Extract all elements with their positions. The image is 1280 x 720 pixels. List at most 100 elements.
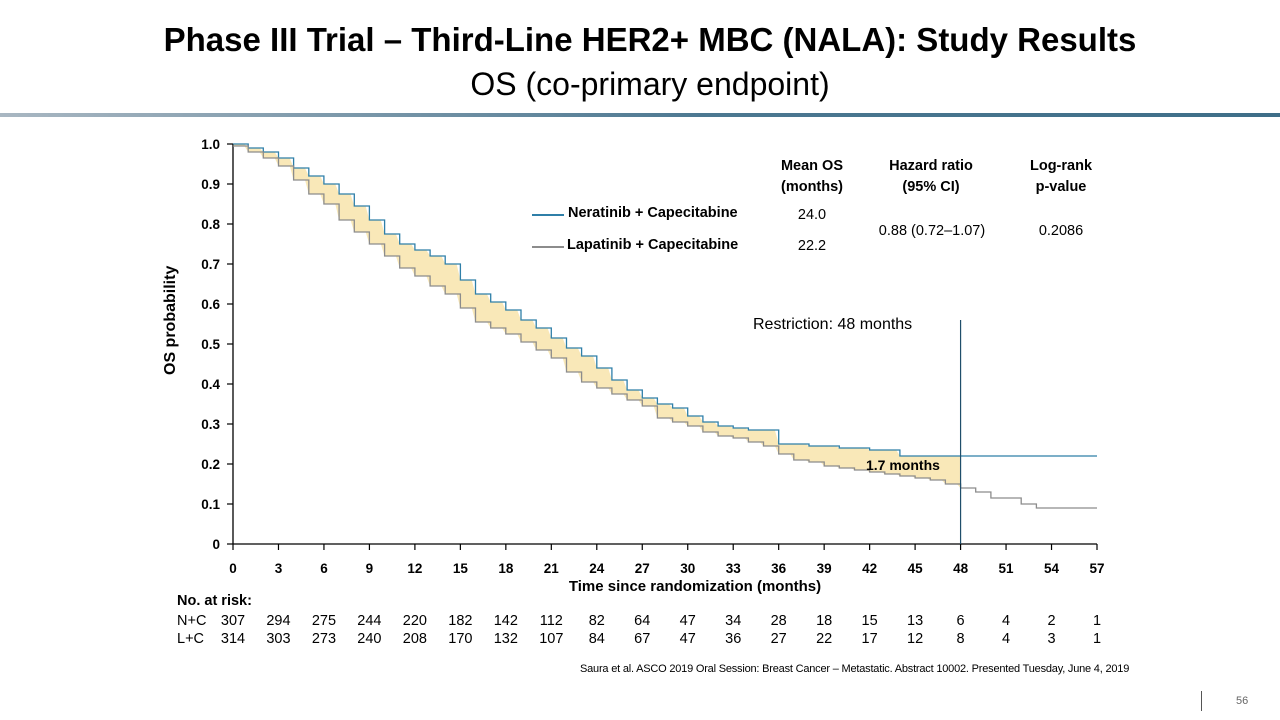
y-axis-label: OS probability [162, 265, 179, 375]
at-risk-cell: 64 [634, 613, 651, 629]
log-rank-p-value: 0.2086 [1038, 223, 1084, 239]
at-risk-cell: 47 [679, 613, 696, 629]
page-number: 56 [1236, 695, 1249, 707]
series-line-neratinib [233, 143, 1097, 457]
y-tick-label: 0.3 [201, 417, 220, 432]
at-risk-cell: 18 [816, 613, 833, 629]
y-tick-label: 0.6 [201, 297, 220, 312]
at-risk-cell: 84 [588, 631, 605, 647]
at-risk-cell: 314 [220, 631, 246, 647]
x-tick-label: 9 [366, 561, 374, 576]
at-risk-cell: 15 [861, 613, 878, 629]
x-tick-label: 18 [498, 561, 514, 576]
x-tick-label: 15 [453, 561, 469, 576]
title-divider [0, 113, 1280, 117]
hazard-ratio-value: 0.88 (0.72–1.07) [878, 223, 986, 239]
x-tick-label: 48 [953, 561, 969, 576]
footer-divider [1201, 691, 1202, 711]
header-log-rank: Log-rank p-value [1011, 156, 1111, 198]
x-tick-label: 27 [635, 561, 650, 576]
at-risk-cell: 112 [539, 613, 563, 629]
x-tick-label: 42 [862, 561, 877, 576]
header-mean-os-line1: Mean OS [780, 158, 844, 174]
at-risk-cell: 244 [357, 613, 382, 629]
x-tick-label: 3 [275, 561, 283, 576]
x-tick-label: 6 [320, 561, 328, 576]
at-risk-cell: 34 [725, 613, 742, 629]
at-risk-cell: 182 [448, 613, 473, 629]
at-risk-cell: 208 [402, 631, 427, 647]
citation: Saura et al. ASCO 2019 Oral Session: Bre… [580, 663, 1130, 675]
difference-label: 1.7 months [866, 457, 940, 473]
at-risk-cell: 4 [1002, 631, 1011, 647]
header-mean-os-line2: (months) [780, 179, 843, 195]
at-risk-cell: 240 [357, 631, 382, 647]
header-hazard-ratio-line2: (95% CI) [902, 179, 960, 195]
at-risk-cell: 142 [493, 613, 518, 629]
y-tick-label: 0.8 [201, 217, 220, 232]
at-risk-cell: 220 [402, 613, 427, 629]
at-risk-cell: 273 [311, 631, 337, 647]
mean-os-lapatinib: 22.2 [797, 238, 827, 254]
header-log-rank-line2: p-value [1035, 179, 1087, 195]
x-tick-label: 33 [726, 561, 742, 576]
restriction-label: Restriction: 48 months [753, 316, 913, 333]
at-risk-cell: 17 [861, 631, 878, 647]
y-tick-label: 0.9 [201, 177, 220, 192]
y-tick-label: 0.5 [201, 337, 220, 352]
at-risk-cell: 1 [1092, 613, 1102, 629]
at-risk-row-label: L+C [177, 631, 205, 647]
series-line-lapatinib [233, 145, 1097, 509]
x-tick-label: 39 [817, 561, 832, 576]
x-tick-label: 24 [589, 561, 605, 576]
x-tick-label: 21 [544, 561, 560, 576]
y-tick-label: 0.1 [201, 497, 220, 512]
at-risk-cell: 12 [907, 631, 924, 647]
at-risk-cell: 36 [725, 631, 742, 647]
legend-line-lapatinib [532, 246, 564, 248]
y-tick-label: 1.0 [201, 137, 220, 152]
at-risk-cell: 294 [266, 613, 291, 629]
x-tick-label: 0 [229, 561, 237, 576]
at-risk-cell: 27 [770, 631, 787, 647]
y-tick-label: 0.7 [201, 257, 220, 272]
y-tick-label: 0.4 [201, 377, 220, 392]
header-mean-os: Mean OS (months) [762, 156, 862, 198]
at-risk-cell: 307 [220, 613, 246, 629]
at-risk-cell: 28 [770, 613, 787, 629]
header-log-rank-line1: Log-rank [1029, 158, 1093, 174]
x-tick-label: 57 [1089, 561, 1104, 576]
at-risk-cell: 4 [1002, 613, 1011, 629]
slide-subtitle: OS (co-primary endpoint) [470, 66, 830, 102]
y-tick-label: 0 [212, 537, 220, 552]
x-axis-label: Time since randomization (months) [568, 578, 822, 595]
at-risk-cell: 22 [816, 631, 833, 647]
x-tick-label: 45 [908, 561, 924, 576]
x-tick-label: 51 [999, 561, 1015, 576]
at-risk-cell: 13 [907, 613, 924, 629]
at-risk-cell: 107 [539, 631, 564, 647]
header-hazard-ratio: Hazard ratio (95% CI) [866, 156, 996, 198]
at-risk-cell: 2 [1047, 613, 1056, 629]
at-risk-cell: 132 [493, 631, 518, 647]
legend-line-neratinib [532, 214, 564, 216]
x-tick-label: 36 [771, 561, 787, 576]
at-risk-cell: 8 [956, 631, 965, 647]
restricted-mean-difference-area [233, 144, 961, 488]
at-risk-cell: 82 [588, 613, 605, 629]
at-risk-cell: 3 [1047, 631, 1056, 647]
mean-os-neratinib: 24.0 [797, 207, 827, 223]
at-risk-row-label: N+C [177, 613, 207, 629]
at-risk-cell: 6 [956, 613, 965, 629]
at-risk-cell: 170 [448, 631, 473, 647]
slide-title: Phase III Trial – Third-Line HER2+ MBC (… [163, 21, 1137, 58]
header-hazard-ratio-line1: Hazard ratio [889, 158, 973, 174]
y-tick-label: 0.2 [201, 457, 220, 472]
at-risk-cell: 67 [634, 631, 651, 647]
legend-label-lapatinib: Lapatinib + Capecitabine [567, 237, 739, 253]
legend-label-neratinib: Neratinib + Capecitabine [568, 205, 738, 221]
at-risk-cell: 303 [266, 631, 291, 647]
at-risk-title: No. at risk: [177, 593, 252, 609]
at-risk-cell: 47 [679, 631, 696, 647]
